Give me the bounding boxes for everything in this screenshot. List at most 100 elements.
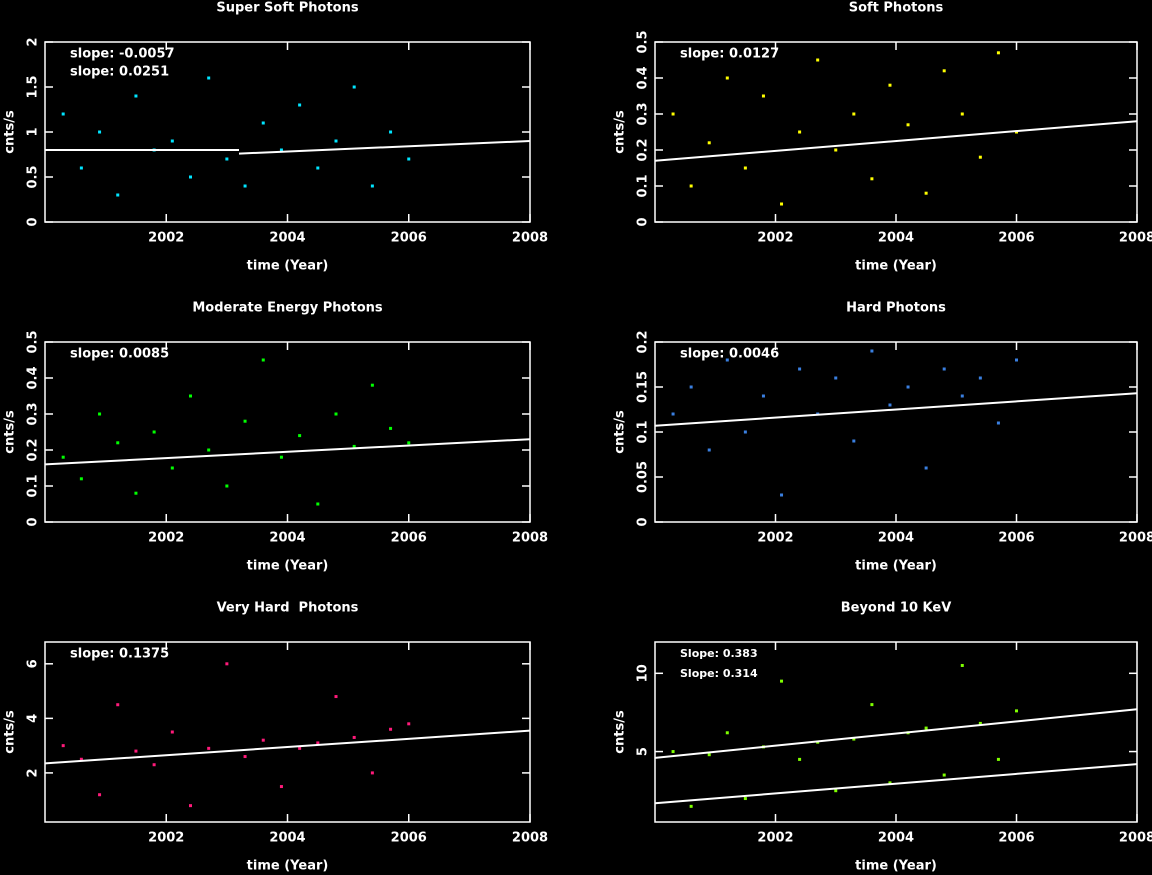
y-tick-label: 0.05: [636, 461, 651, 493]
point: [279, 455, 283, 459]
point: [743, 430, 747, 434]
point: [189, 804, 192, 808]
point: [761, 94, 765, 98]
x-tick-label: 2006: [998, 231, 1034, 246]
x-tick-label: 2002: [148, 531, 184, 546]
point: [98, 793, 102, 797]
point: [334, 139, 338, 143]
y-axis-label: cnts/s: [613, 710, 628, 754]
point: [924, 466, 928, 470]
point: [816, 58, 820, 62]
point: [98, 412, 102, 416]
annotation: slope: -0.0057: [70, 47, 175, 62]
x-tick-label: 2008: [1119, 831, 1152, 846]
x-tick-label: 2004: [269, 531, 305, 546]
point: [671, 112, 675, 116]
point: [1015, 709, 1018, 713]
panel-title: Super Soft Photons: [216, 1, 358, 16]
y-tick-label: 6: [26, 659, 41, 668]
point: [870, 703, 874, 707]
x-axis-label: time (Year): [855, 259, 937, 274]
point: [942, 773, 946, 777]
y-tick-label: 0: [636, 217, 651, 226]
point: [780, 202, 784, 206]
y-tick-label: 0.2: [636, 330, 651, 353]
point: [225, 484, 229, 488]
point: [225, 157, 229, 161]
y-tick-label: 0.3: [636, 102, 651, 125]
panel-title: Beyond 10 KeV: [841, 601, 952, 616]
annotation: slope: 0.0127: [680, 47, 779, 62]
x-tick-label: 2008: [512, 831, 548, 846]
point: [261, 738, 265, 742]
point: [780, 679, 784, 683]
point: [743, 797, 747, 801]
x-tick-label: 2006: [391, 531, 427, 546]
scatter-points: [61, 358, 411, 506]
point: [707, 141, 711, 145]
plot-frame: [654, 341, 1138, 523]
y-tick-label: 0.5: [26, 165, 41, 188]
point: [279, 785, 283, 789]
x-tick-label: 2004: [269, 831, 305, 846]
point: [671, 750, 675, 754]
y-tick-label: 5: [636, 747, 651, 756]
y-tick-label: 0.15: [636, 371, 651, 403]
point: [352, 735, 356, 739]
fit-line: [655, 708, 1137, 759]
x-tick-label: 2004: [878, 531, 914, 546]
x-tick-label: 2006: [998, 831, 1034, 846]
y-axis-label: cnts/s: [3, 410, 18, 454]
point: [725, 358, 729, 362]
y-tick-label: 0.1: [636, 420, 651, 443]
x-tick-label: 2008: [512, 231, 548, 246]
point: [316, 502, 320, 506]
point: [707, 448, 711, 452]
point: [942, 69, 946, 73]
point: [888, 83, 892, 87]
y-tick-label: 0.2: [26, 438, 41, 461]
point: [134, 491, 138, 495]
point: [852, 112, 856, 116]
point: [725, 76, 729, 80]
x-tick-label: 2002: [757, 831, 793, 846]
x-tick-label: 2004: [878, 231, 914, 246]
x-axis-label: time (Year): [247, 859, 329, 874]
point: [689, 184, 693, 188]
y-axis-label: cnts/s: [613, 110, 628, 154]
point: [389, 426, 393, 430]
point: [279, 148, 283, 152]
point: [870, 177, 874, 181]
point: [707, 753, 711, 757]
point: [61, 744, 65, 748]
y-tick-label: 2: [26, 37, 41, 46]
point: [924, 726, 928, 730]
point: [888, 403, 892, 407]
point: [79, 757, 83, 761]
point: [960, 394, 964, 398]
point: [61, 455, 65, 459]
point: [170, 139, 174, 143]
point: [152, 763, 156, 767]
point: [134, 749, 138, 753]
panel: Hard Photons time (Year) cnts/s 2002 2004 200…: [613, 301, 1152, 574]
panel-title: Hard Photons: [846, 301, 946, 316]
x-tick-label: 2006: [391, 831, 427, 846]
point: [334, 695, 338, 699]
annotation: Slope: 0.314: [680, 667, 758, 680]
point: [743, 166, 747, 170]
scatter-points: [671, 663, 1018, 808]
point: [996, 757, 1000, 761]
x-tick-label: 2002: [148, 831, 184, 846]
y-tick-label: 0.2: [636, 138, 651, 161]
annotation: slope: 0.0046: [680, 347, 779, 362]
x-tick-label: 2006: [998, 531, 1034, 546]
point: [978, 721, 982, 725]
x-tick-label: 2008: [1119, 531, 1152, 546]
x-axis-label: time (Year): [247, 559, 329, 574]
panel-title: Moderate Energy Photons: [192, 301, 383, 316]
point: [207, 746, 211, 750]
annotation: slope: 0.1375: [70, 647, 169, 662]
y-tick-label: 0.4: [636, 66, 651, 89]
point: [207, 448, 211, 452]
